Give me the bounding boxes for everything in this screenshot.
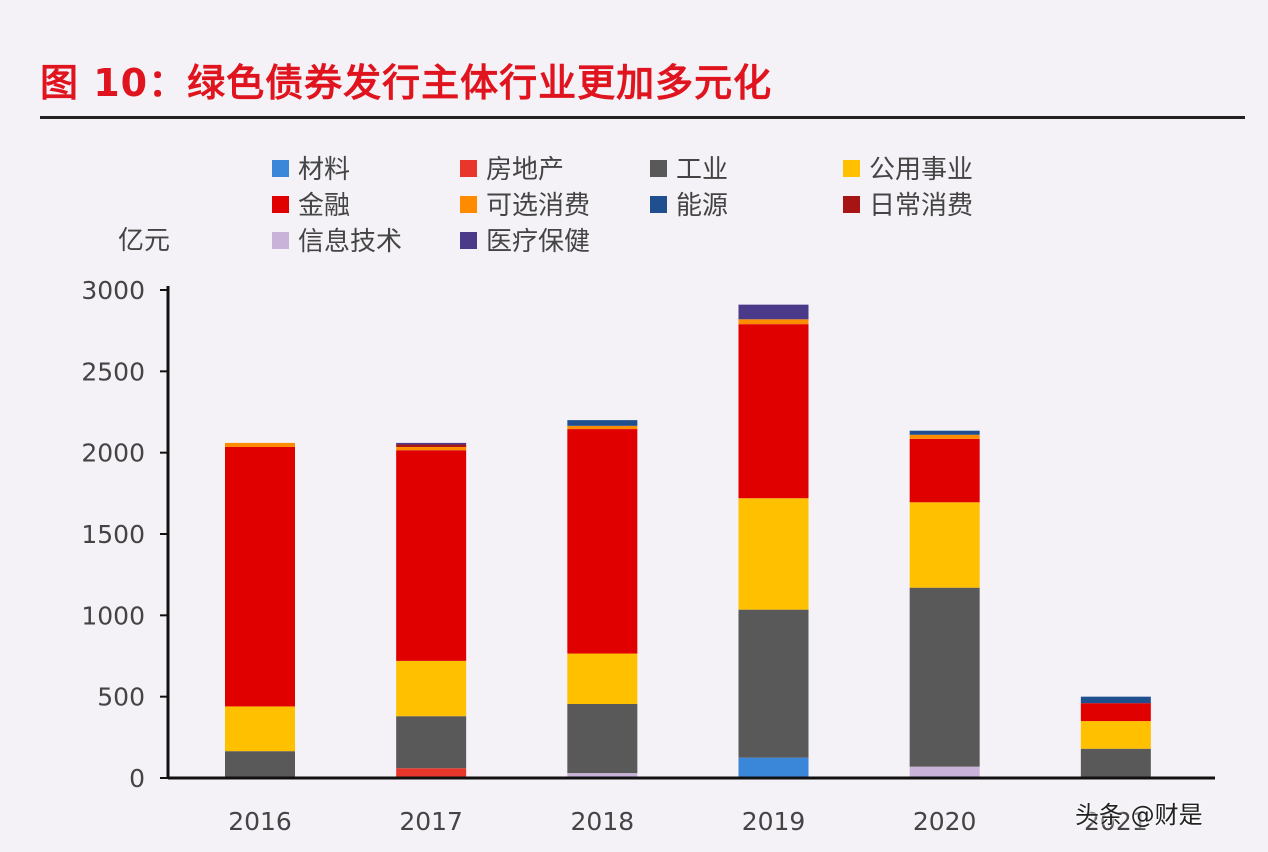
legend-swatch [650,160,667,177]
bar-segment [567,773,638,778]
bar-segment [396,450,467,661]
bar-segment [225,442,295,447]
bar-segment [396,716,467,769]
legend-swatch [650,196,667,213]
legend-label: 可选消费 [486,191,590,221]
bar-segment [909,766,980,778]
bar-segment [396,446,467,451]
legend-label: 工业 [676,155,728,185]
y-tick-label: 1500 [81,520,145,549]
bar-segment [738,609,809,758]
x-tick-label: 2019 [742,807,806,836]
bar-segment [1080,748,1151,778]
axes [166,286,1215,780]
y-tick-label: 0 [129,764,145,793]
legend-swatch [843,160,860,177]
y-tick-label: 3000 [81,276,145,305]
bar-segment [738,498,809,610]
bar-segment [567,425,638,430]
legend-swatch [272,232,289,249]
x-tick-label: 2018 [571,807,635,836]
x-tick-label: 2016 [228,807,292,836]
x-tick-label: 2017 [399,807,463,836]
bar-segment [909,430,980,435]
y-tick-label: 2000 [81,439,145,468]
legend-swatch [272,160,289,177]
bar-segment [225,751,295,778]
legend-swatch [272,196,289,213]
legend-label: 房地产 [486,155,564,185]
legend-label: 医疗保健 [486,227,590,257]
bar-segment [567,703,638,774]
y-tick-label: 1000 [81,601,145,630]
bar-segment [738,319,809,325]
bar-segment [1080,696,1151,704]
bar-segment [909,438,980,503]
bar-segment [738,757,809,778]
x-tick-label: 2021 [1084,807,1148,836]
bar-segment [396,660,467,717]
bar-segment [909,434,980,439]
y-tick-label: 2500 [81,357,145,386]
y-axis-label: 亿元 [118,226,170,256]
bar-segment [567,653,638,704]
title-underline [40,116,1245,119]
bar-segment [396,768,467,778]
legend-label: 能源 [676,191,728,221]
legend-label: 公用事业 [869,155,973,185]
legend-swatch [460,160,477,177]
bar-segment [909,502,980,588]
legend-label: 日常消费 [869,191,973,221]
bar-segment [396,442,467,445]
bar-segment [1080,703,1151,722]
x-axis-ticks: 2016 2017 2018 2019 2020 2021 [228,807,1147,836]
bar-segment [1080,721,1151,749]
bar-segment [567,420,638,426]
bar-segment [396,444,467,447]
legend-swatch [843,196,860,213]
x-tick-label: 2020 [913,807,977,836]
chart-title: 图 10：绿色债券发行主体行业更加多元化 [40,61,773,105]
watermark: 头条 @财是 [1075,801,1203,829]
bar-segment [567,429,638,654]
y-axis-ticks: 0 500 1000 1500 2000 2500 3000 [81,276,168,793]
bar-segment [225,446,295,707]
legend-swatch [460,232,477,249]
legend-label: 信息技术 [298,227,402,257]
bar-segment [909,587,980,767]
bar-segment [225,706,295,752]
y-tick-label: 500 [97,683,145,712]
legend-label: 材料 [298,155,350,185]
legend-swatch [460,196,477,213]
bars [225,304,1151,778]
bar-segment [738,304,809,320]
legend-label: 金融 [298,191,350,221]
bar-segment [738,324,809,499]
